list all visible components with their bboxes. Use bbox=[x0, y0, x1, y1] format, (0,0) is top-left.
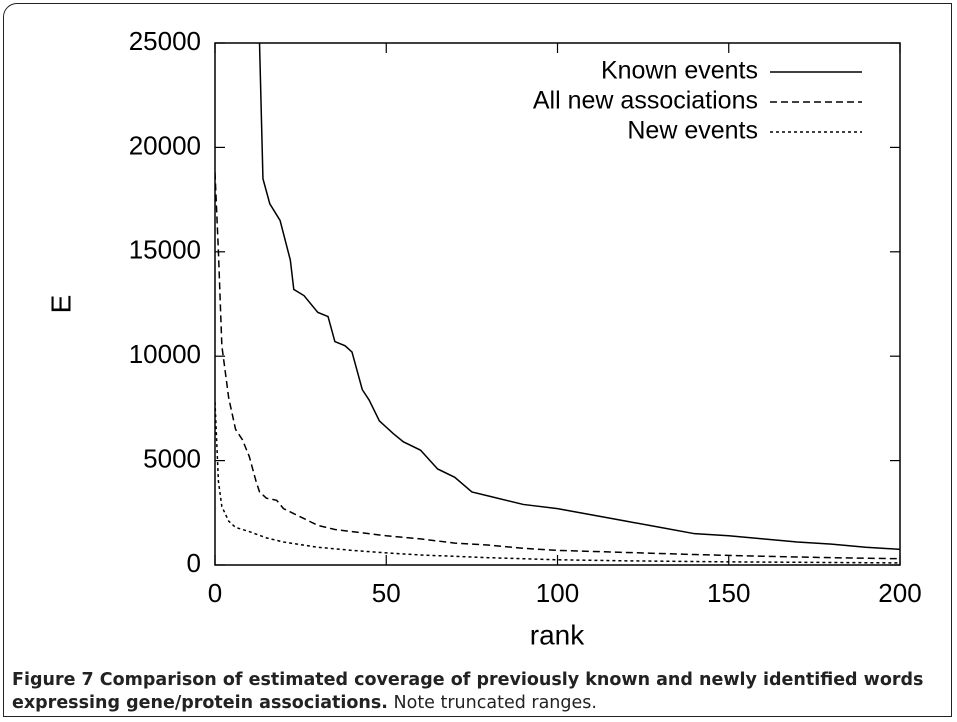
plot-area bbox=[215, 43, 900, 564]
y-tick-label: 5000 bbox=[143, 443, 201, 473]
x-tick-label: 50 bbox=[372, 578, 401, 608]
x-tick-label: 0 bbox=[208, 578, 222, 608]
legend-label: New events bbox=[627, 117, 758, 145]
series-line bbox=[258, 43, 900, 551]
x-tick-label: 100 bbox=[536, 578, 579, 608]
x-tick-label: 200 bbox=[878, 578, 921, 608]
legend-label: Known events bbox=[601, 57, 758, 85]
y-tick-label: 0 bbox=[187, 548, 201, 578]
y-tick-label: 20000 bbox=[129, 130, 201, 160]
x-tick-label: 150 bbox=[707, 578, 750, 608]
chart: rank E 0 5000 10000 15000 20000 25000 0 50 100 15… bbox=[45, 26, 921, 651]
y-tick-label: 10000 bbox=[129, 339, 201, 369]
y-tick-label: 15000 bbox=[129, 235, 201, 265]
caption: Figure 7 Comparison of estimated coverag… bbox=[12, 669, 948, 715]
series-line bbox=[215, 402, 900, 564]
caption-note: Note truncated ranges. bbox=[393, 693, 597, 713]
y-tick-label: 25000 bbox=[129, 26, 201, 56]
y-axis-title: E bbox=[45, 295, 76, 314]
plot-frame bbox=[214, 42, 901, 566]
legend-label: All new associations bbox=[533, 87, 758, 115]
figure-frame bbox=[3, 3, 952, 717]
caption-title: Figure 7 Comparison of estimated coverag… bbox=[12, 670, 924, 713]
series-line bbox=[215, 172, 900, 560]
x-axis-title: rank bbox=[530, 619, 585, 650]
